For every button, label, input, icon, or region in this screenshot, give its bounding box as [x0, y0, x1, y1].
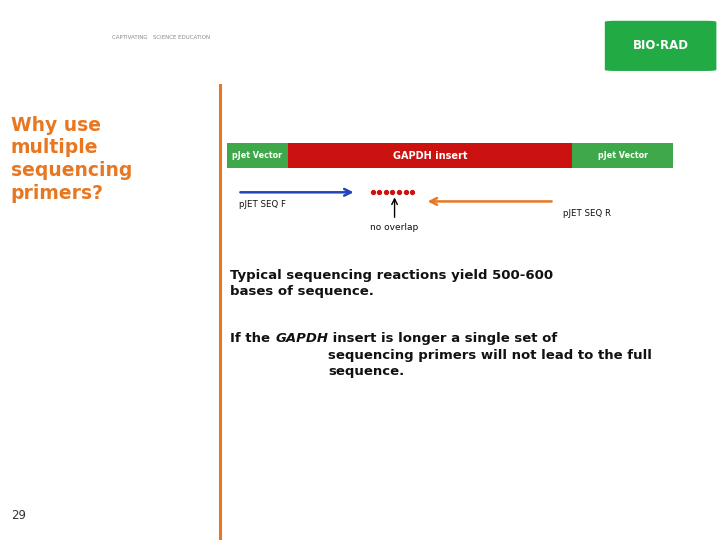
Text: CAPTIVATING   SCIENCE EDUCATION: CAPTIVATING SCIENCE EDUCATION: [112, 35, 210, 40]
Bar: [288, 143, 572, 168]
Bar: [227, 143, 288, 168]
Text: GAPDH insert: GAPDH insert: [393, 151, 467, 160]
Text: pJet Vector: pJet Vector: [598, 151, 648, 160]
Text: 29: 29: [11, 509, 26, 522]
Text: BIO·RAD: BIO·RAD: [633, 38, 689, 52]
Text: pJet Vector: pJet Vector: [233, 151, 282, 160]
FancyBboxPatch shape: [605, 21, 716, 71]
Text: If the: If the: [230, 333, 275, 346]
Text: pJET SEQ R: pJET SEQ R: [563, 209, 611, 218]
Text: insert is longer a single set of
sequencing primers will not lead to the full
se: insert is longer a single set of sequenc…: [328, 333, 652, 379]
Text: pJET SEQ F: pJET SEQ F: [239, 200, 286, 208]
Text: Biotechnology: Biotechnology: [22, 22, 111, 35]
Bar: [572, 143, 673, 168]
Text: Typical sequencing reactions yield 500-600
bases of sequence.: Typical sequencing reactions yield 500-6…: [230, 268, 554, 298]
Text: Why use
multiple
sequencing
primers?: Why use multiple sequencing primers?: [11, 116, 132, 203]
Text: GAPDH: GAPDH: [275, 333, 328, 346]
Text: Explorer: Explorer: [22, 53, 97, 68]
Text: no overlap: no overlap: [370, 199, 419, 232]
